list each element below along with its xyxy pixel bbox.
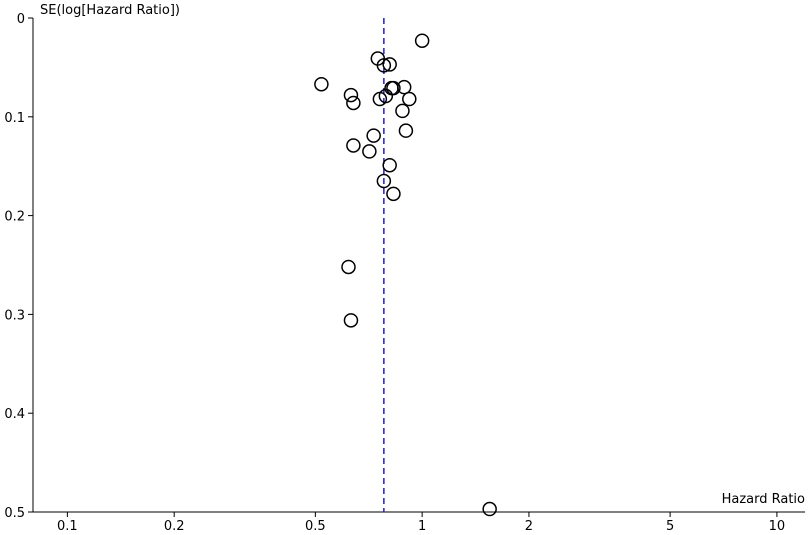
- y-tick-label: 0.5: [4, 506, 25, 521]
- study-point: [346, 95, 361, 111]
- x-tick-label: 0.2: [164, 519, 185, 534]
- study-point: [343, 313, 359, 328]
- study-point: [366, 128, 381, 143]
- y-tick-label: 0.4: [4, 407, 25, 422]
- x-tick-label: 0.1: [57, 519, 78, 534]
- study-point: [362, 144, 377, 159]
- study-point: [376, 173, 392, 189]
- study-point: [382, 57, 397, 72]
- study-point: [314, 76, 329, 92]
- study-point: [386, 186, 401, 202]
- x-axis-ticks: 0.1 0.2 0.5 1 2 5 10: [57, 512, 785, 534]
- x-tick-label: 1: [418, 519, 426, 534]
- study-point: [395, 103, 410, 119]
- x-tick-label: 2: [525, 519, 533, 534]
- study-point: [402, 91, 417, 107]
- study-point: [343, 87, 359, 103]
- x-tick-label: 0.5: [305, 519, 326, 534]
- study-point: [382, 157, 397, 173]
- y-tick-label: 0.3: [4, 308, 25, 323]
- study-point: [346, 138, 361, 153]
- study-points: [314, 33, 497, 517]
- study-point: [396, 79, 412, 95]
- y-axis-ticks: 0 0.1 0.2 0.3 0.4 0.5: [4, 12, 33, 521]
- study-point: [376, 58, 392, 73]
- study-point: [414, 33, 430, 48]
- x-axis-title: Hazard Ratio: [722, 492, 805, 507]
- y-tick-label: 0: [17, 12, 25, 27]
- y-tick-label: 0.1: [4, 111, 25, 126]
- study-point: [372, 91, 388, 107]
- study-point: [482, 501, 497, 517]
- y-tick-label: 0.2: [4, 210, 25, 225]
- study-point: [341, 259, 356, 275]
- study-point: [386, 80, 401, 96]
- y-axis-title: SE(log[Hazard Ratio]): [40, 3, 180, 18]
- x-tick-label: 5: [666, 519, 674, 534]
- x-tick-label: 10: [769, 519, 786, 534]
- study-point: [398, 123, 414, 138]
